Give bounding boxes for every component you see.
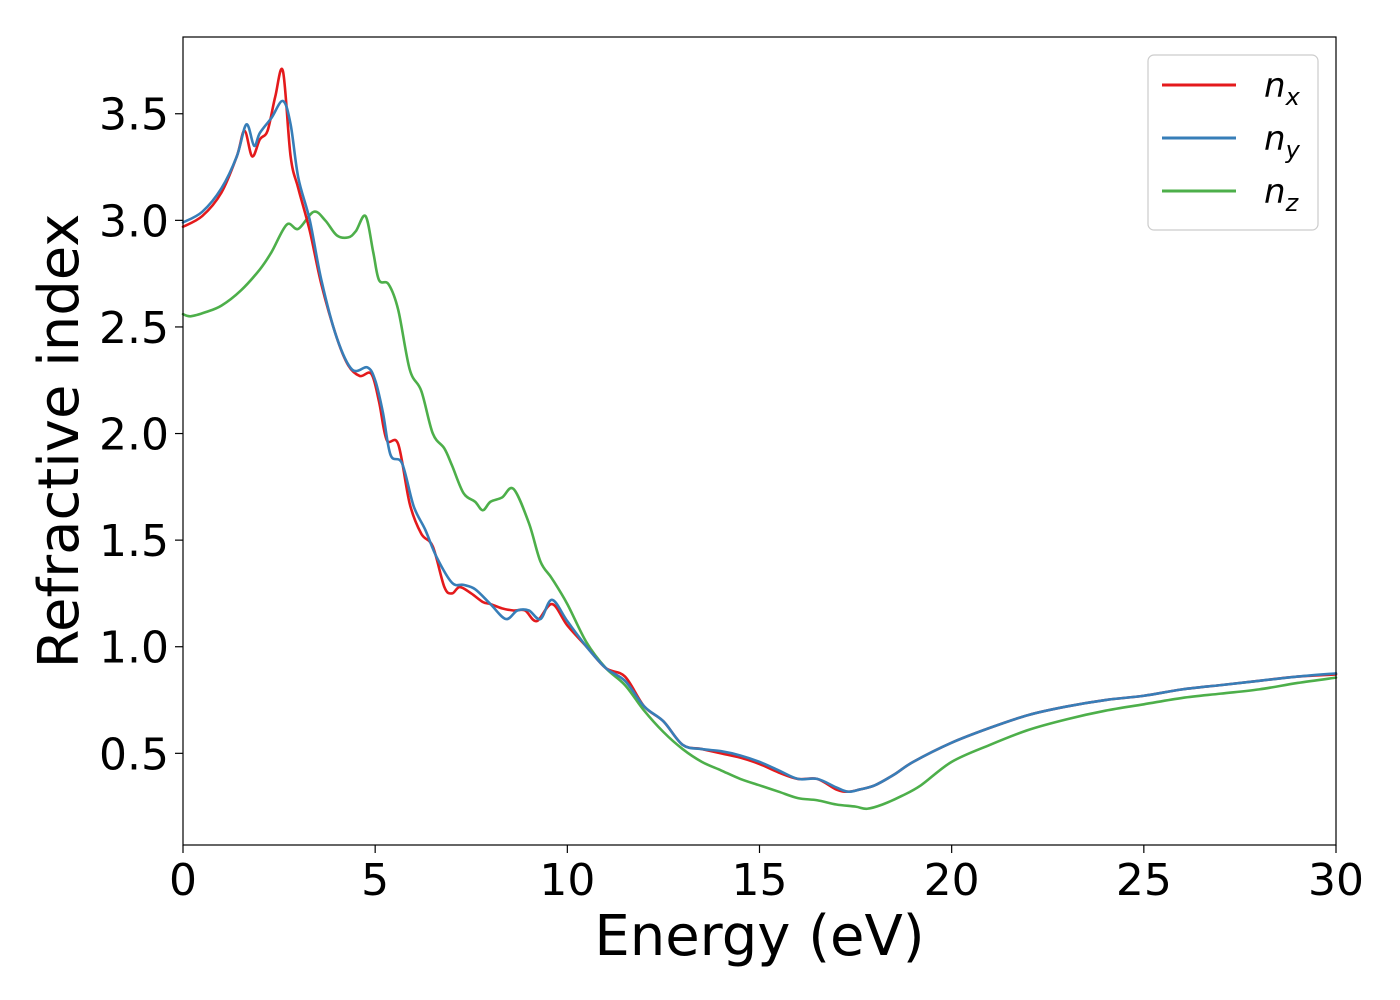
legend-label-n-z: nz — [1264, 172, 1300, 217]
ticks-layer: 0 5 10 15 20 25 30 0.5 1.0 1.5 2.0 2.5 3.0 3.5 — [99, 90, 1364, 906]
y-tick-label: 3.0 — [99, 196, 169, 247]
x-tick-label: 30 — [1308, 855, 1364, 906]
x-tick-label: 15 — [732, 855, 788, 906]
series-line-n-z — [181, 210, 1338, 811]
x-tick-label: 20 — [924, 855, 980, 906]
x-axis-label: Energy (eV) — [594, 904, 924, 969]
y-tick-label: 2.5 — [99, 303, 169, 354]
x-tick-label: 10 — [539, 855, 595, 906]
legend-box — [1147, 54, 1319, 231]
legend: nx ny nz — [1147, 54, 1319, 231]
x-tick-label: 5 — [361, 855, 389, 906]
y-tick-label: 1.0 — [99, 623, 169, 674]
legend-label-n-x: nx — [1264, 66, 1301, 111]
y-tick-label: 2.0 — [99, 410, 169, 461]
y-tick-label: 1.5 — [99, 516, 169, 567]
series-line-n-y — [181, 99, 1338, 794]
legend-label-n-y: ny — [1264, 119, 1301, 164]
y-tick-label: 3.5 — [99, 90, 169, 141]
x-tick-label: 0 — [169, 855, 197, 906]
y-tick-label: 0.5 — [99, 729, 169, 780]
y-axis-label: Refractive index — [27, 214, 92, 669]
series-layer — [181, 67, 1338, 811]
x-tick-label: 25 — [1116, 855, 1172, 906]
